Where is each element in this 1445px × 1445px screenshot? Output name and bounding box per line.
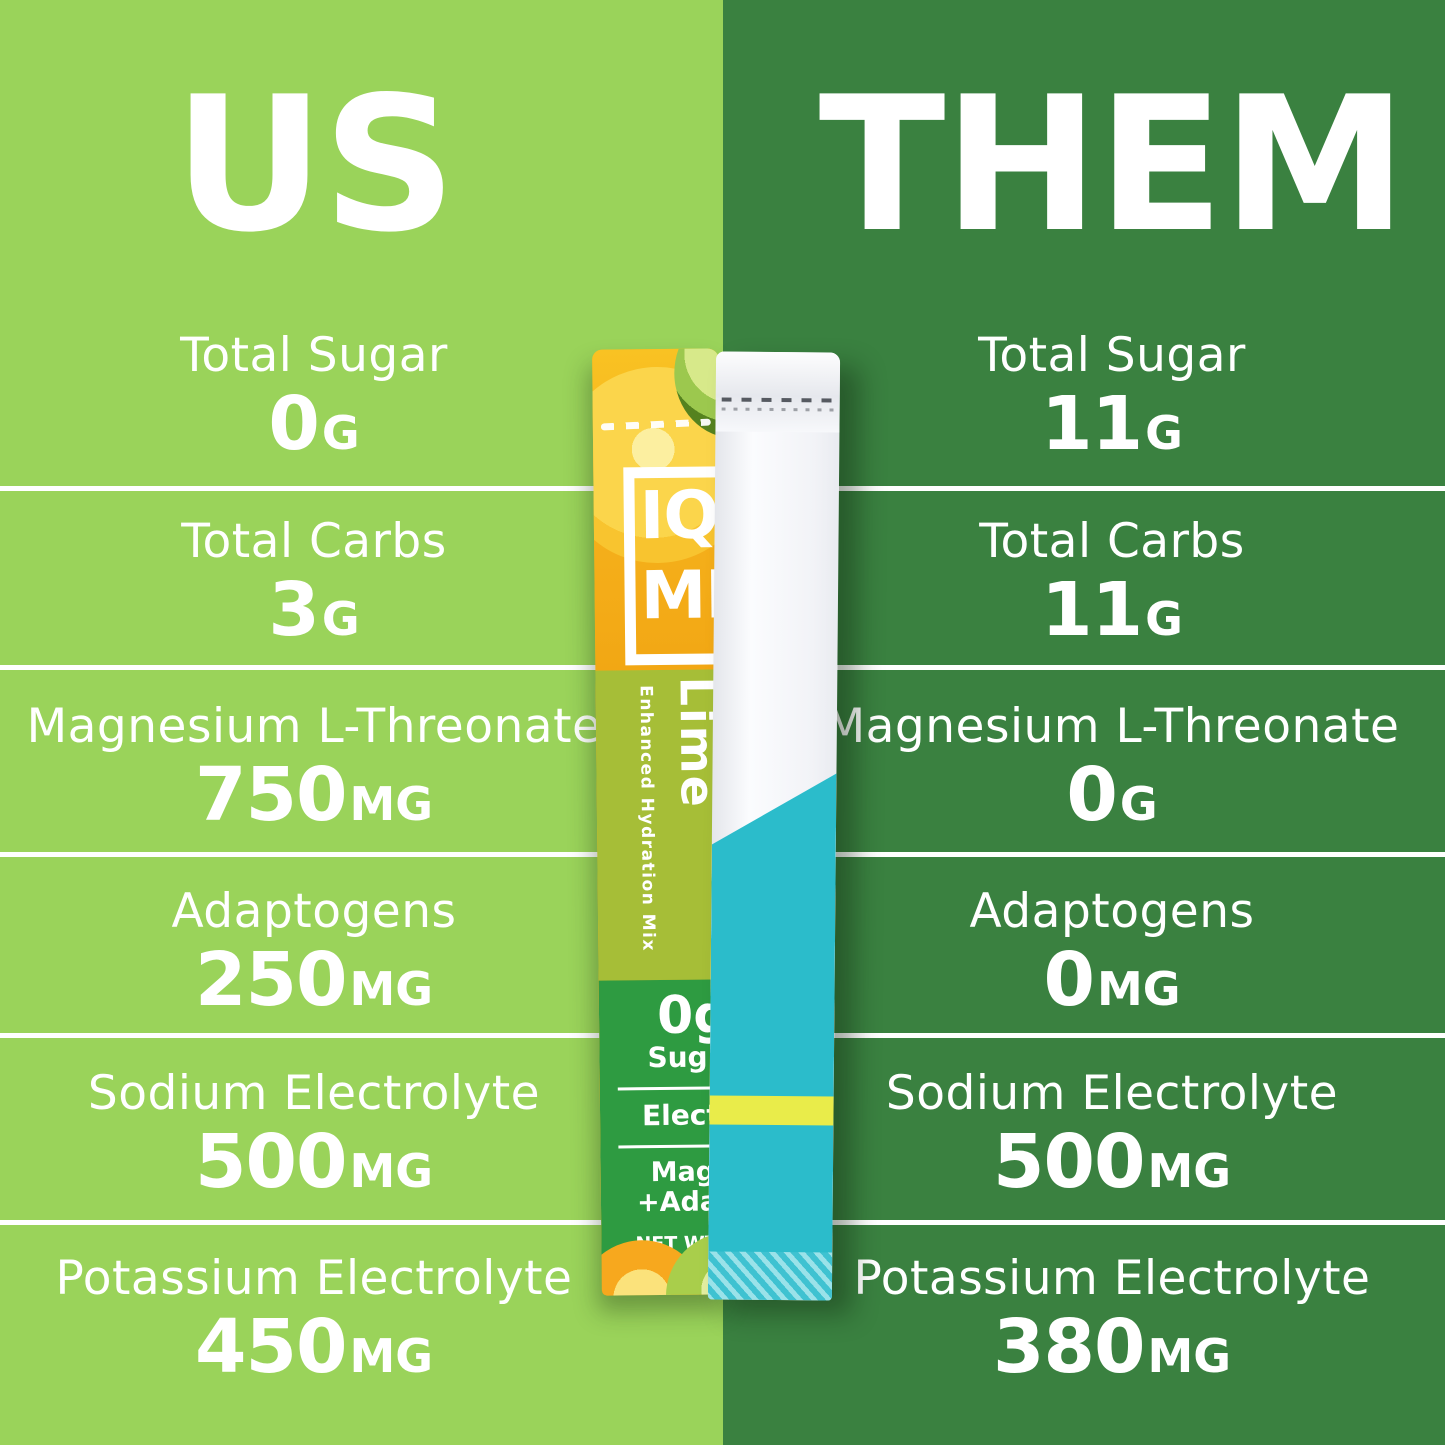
stick-crimped-top bbox=[715, 351, 841, 433]
us-heading: US bbox=[173, 56, 457, 273]
stat-value: 3G bbox=[268, 567, 360, 653]
stat-value: 0MG bbox=[1043, 937, 1181, 1023]
stick-crimped-bottom-seal bbox=[707, 1251, 833, 1301]
us-row-sodium: Sodium Electrolyte 500MG bbox=[0, 1068, 628, 1220]
stat-value: 250MG bbox=[194, 937, 433, 1023]
stat-label: Adaptogens bbox=[171, 884, 457, 939]
stat-label: Total Sugar bbox=[180, 328, 448, 383]
them-row-magnesium: Magnesium L-Threonate 0G bbox=[800, 701, 1424, 853]
us-row-potassium: Potassium Electrolyte 450MG bbox=[0, 1253, 628, 1405]
stat-label: Total Carbs bbox=[181, 514, 447, 569]
stat-label: Adaptogens bbox=[969, 884, 1255, 939]
us-row-total-carbs: Total Carbs 3G bbox=[0, 516, 628, 668]
stat-label: Potassium Electrolyte bbox=[853, 1251, 1371, 1306]
stat-label: Total Sugar bbox=[978, 328, 1246, 383]
stat-value: 500MG bbox=[194, 1119, 433, 1205]
them-row-adaptogens: Adaptogens 0MG bbox=[800, 886, 1424, 1038]
us-stats-column: Total Sugar 0G Total Carbs 3G Magnesium … bbox=[0, 0, 628, 1445]
stat-label: Total Carbs bbox=[979, 514, 1245, 569]
us-row-adaptogens: Adaptogens 250MG bbox=[0, 886, 628, 1038]
them-row-potassium: Potassium Electrolyte 380MG bbox=[800, 1253, 1424, 1405]
product-tagline: Enhanced Hydration Mix bbox=[635, 685, 659, 953]
stat-label: Magnesium L-Threonate bbox=[26, 699, 602, 754]
stat-label: Sodium Electrolyte bbox=[885, 1066, 1339, 1121]
stat-label: Potassium Electrolyte bbox=[55, 1251, 573, 1306]
stick-teal-section bbox=[708, 766, 837, 1300]
competitor-stick-back bbox=[707, 351, 841, 1301]
stat-value: 500MG bbox=[992, 1119, 1231, 1205]
stat-label: Sodium Electrolyte bbox=[87, 1066, 541, 1121]
brand-logo-text: IQ bbox=[639, 476, 719, 555]
stick-yellow-band bbox=[709, 1095, 834, 1126]
them-stats-column: Total Sugar 11G Total Carbs 11G Magnesiu… bbox=[800, 0, 1424, 1445]
stat-value: 0G bbox=[1066, 752, 1158, 838]
stat-label: Magnesium L-Threonate bbox=[824, 699, 1400, 754]
them-panel-background bbox=[723, 0, 1445, 1445]
them-row-sodium: Sodium Electrolyte 500MG bbox=[800, 1068, 1424, 1220]
stat-value: 380MG bbox=[992, 1304, 1231, 1390]
us-row-total-sugar: Total Sugar 0G bbox=[0, 330, 628, 482]
stat-value: 450MG bbox=[194, 1304, 433, 1390]
claim-sugar-word: Sug bbox=[647, 1040, 708, 1075]
stat-value: 11G bbox=[1041, 567, 1183, 653]
stat-value: 11G bbox=[1041, 381, 1183, 467]
stat-value: 0G bbox=[268, 381, 360, 467]
them-heading: THEM bbox=[818, 56, 1408, 273]
them-row-total-carbs: Total Carbs 11G bbox=[800, 516, 1424, 668]
us-row-magnesium: Magnesium L-Threonate 750MG bbox=[0, 701, 628, 853]
stat-value: 750MG bbox=[194, 752, 433, 838]
them-row-total-sugar: Total Sugar 11G bbox=[800, 330, 1424, 482]
